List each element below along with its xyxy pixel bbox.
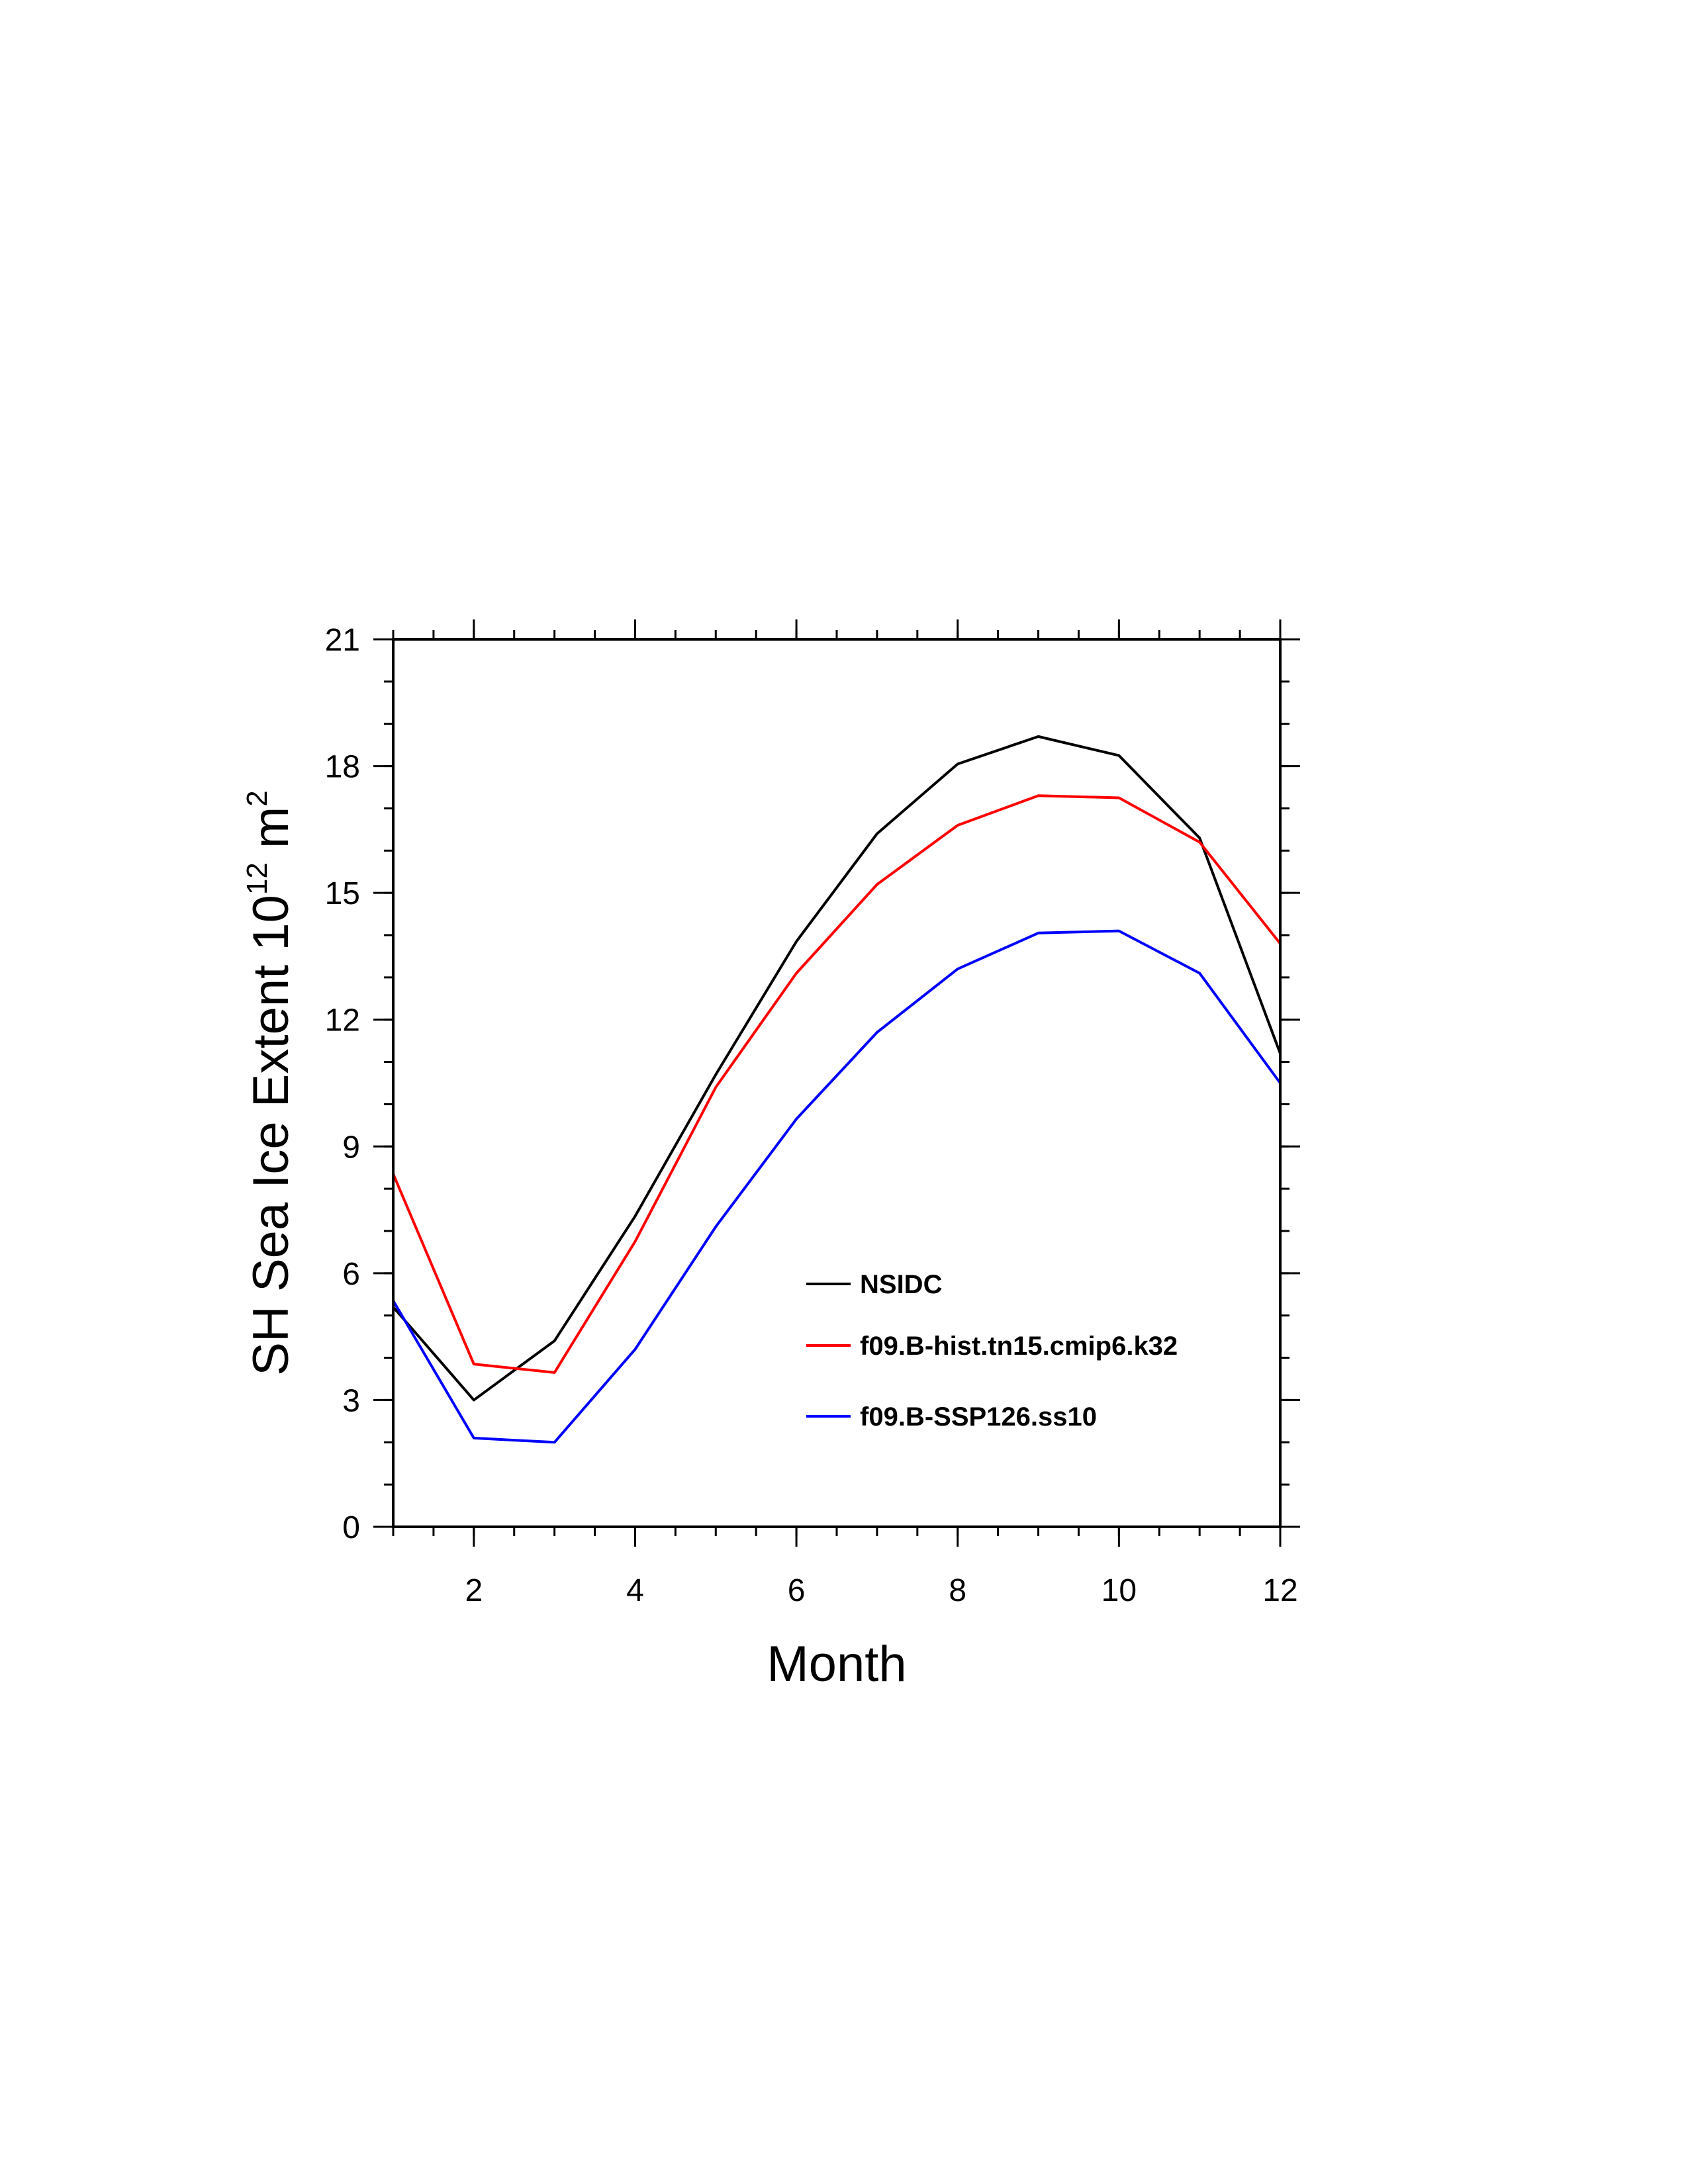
y-axis-title-exponent-2: 2 (241, 790, 273, 806)
legend: NSIDC f09.B-hist.tn15.cmip6.k32 f09.B-SSP1… (806, 1270, 1178, 1432)
legend-label-1: NSIDC (860, 1270, 942, 1299)
y-tick-label: 9 (342, 1130, 360, 1165)
legend-label-2: f09.B-hist.tn15.cmip6.k32 (860, 1332, 1178, 1361)
series-line-2 (392, 794, 1282, 1374)
y-tick-label: 21 (325, 623, 360, 658)
x-tick-label: 12 (1262, 1573, 1297, 1608)
x-axis-title: Month (767, 1636, 906, 1692)
series-line-1 (392, 735, 1282, 1402)
y-tick-label: 3 (342, 1383, 360, 1418)
y-tick-labels: 0 3 6 9 12 15 18 21 (325, 623, 360, 1545)
plot-frame (392, 638, 1282, 1528)
y-tick-label: 18 (325, 750, 360, 785)
y-tick-label: 6 (342, 1257, 360, 1292)
y-tick-label: 0 (342, 1510, 360, 1545)
x-tick-label: 8 (949, 1573, 966, 1608)
y-axis-title-unit: m (243, 807, 299, 862)
axis-ticks (373, 619, 1300, 1547)
x-tick-labels: 2 4 6 8 10 12 (465, 1573, 1297, 1608)
series-line-3 (392, 929, 1282, 1444)
x-tick-label: 2 (465, 1573, 483, 1608)
x-tick-label: 4 (626, 1573, 644, 1608)
legend-label-3: f09.B-SSP126.ss10 (860, 1402, 1097, 1432)
x-tick-label: 10 (1102, 1573, 1137, 1608)
series-lines (392, 735, 1282, 1444)
y-axis-title-exponent-1: 12 (241, 862, 273, 895)
y-tick-label: 15 (325, 876, 360, 911)
x-tick-label: 6 (788, 1573, 806, 1608)
y-axis-title-main: SH Sea Ice Extent 10 (243, 895, 299, 1376)
y-tick-label: 12 (325, 1003, 360, 1038)
y-axis-title: SH Sea Ice Extent 1012 m2 (241, 790, 299, 1376)
